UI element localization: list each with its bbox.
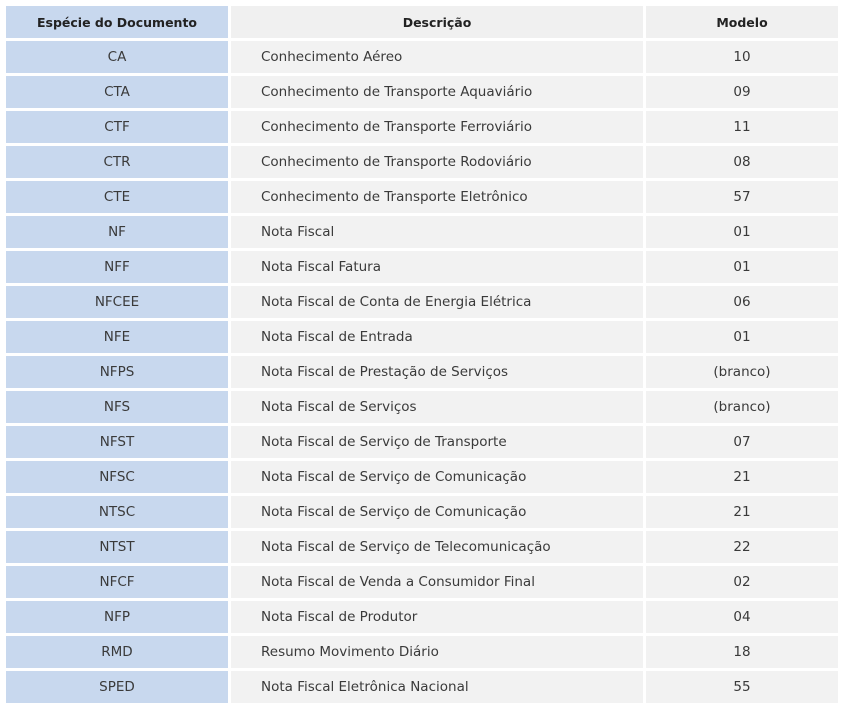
document-types-table: Espécie do Documento Descrição Modelo CA… <box>6 3 838 706</box>
description-cell: Nota Fiscal de Entrada <box>228 321 643 353</box>
table-row: CTE Conhecimento de Transporte Eletrônico… <box>6 181 838 213</box>
model-cell: 08 <box>643 146 838 178</box>
table-row: CTF Conhecimento de Transporte Ferroviári… <box>6 111 838 143</box>
description-cell: Nota Fiscal Eletrônica Nacional <box>228 671 643 703</box>
model-cell: 02 <box>643 566 838 598</box>
table-row: NFSC Nota Fiscal de Serviço de Comunicaçã… <box>6 461 838 493</box>
table-row: NFE Nota Fiscal de Entrada 01 <box>6 321 838 353</box>
model-cell: 06 <box>643 286 838 318</box>
document-type-cell: NFS <box>6 391 228 423</box>
document-type-cell: NFF <box>6 251 228 283</box>
description-cell: Conhecimento de Transporte Eletrônico <box>228 181 643 213</box>
model-cell: 11 <box>643 111 838 143</box>
document-type-cell: NFCEE <box>6 286 228 318</box>
model-cell: (branco) <box>643 391 838 423</box>
header-model: Modelo <box>643 6 838 38</box>
description-cell: Resumo Movimento Diário <box>228 636 643 668</box>
document-type-cell: RMD <box>6 636 228 668</box>
model-cell: 04 <box>643 601 838 633</box>
model-cell: 10 <box>643 41 838 73</box>
table-row: NFCEE Nota Fiscal de Conta de Energia Elé… <box>6 286 838 318</box>
table-body: CA Conhecimento Aéreo 10 CTA Conhecimento de… <box>6 41 838 703</box>
description-cell: Nota Fiscal de Serviço de Comunicação <box>228 496 643 528</box>
model-cell: 55 <box>643 671 838 703</box>
document-type-cell: CTA <box>6 76 228 108</box>
table-row: CTA Conhecimento de Transporte Aquaviário… <box>6 76 838 108</box>
table-row: NFS Nota Fiscal de Serviços (branco) <box>6 391 838 423</box>
table-row: NFP Nota Fiscal de Produtor 04 <box>6 601 838 633</box>
document-type-cell: NFPS <box>6 356 228 388</box>
table-row: CA Conhecimento Aéreo 10 <box>6 41 838 73</box>
document-type-cell: NFP <box>6 601 228 633</box>
description-cell: Nota Fiscal de Serviços <box>228 391 643 423</box>
document-type-cell: NFCF <box>6 566 228 598</box>
description-cell: Nota Fiscal de Conta de Energia Elétrica <box>228 286 643 318</box>
description-cell: Conhecimento Aéreo <box>228 41 643 73</box>
document-type-cell: NFE <box>6 321 228 353</box>
document-type-cell: NF <box>6 216 228 248</box>
document-type-cell: NFST <box>6 426 228 458</box>
header-description: Descrição <box>228 6 643 38</box>
description-cell: Nota Fiscal de Serviço de Comunicação <box>228 461 643 493</box>
model-cell: 01 <box>643 216 838 248</box>
table-row: NTSC Nota Fiscal de Serviço de Comunicaçã… <box>6 496 838 528</box>
model-cell: 09 <box>643 76 838 108</box>
table-row: CTR Conhecimento de Transporte Rodoviário… <box>6 146 838 178</box>
description-cell: Nota Fiscal de Venda a Consumidor Final <box>228 566 643 598</box>
document-type-cell: NFSC <box>6 461 228 493</box>
model-cell: 18 <box>643 636 838 668</box>
description-cell: Nota Fiscal de Serviço de Telecomunicaçã… <box>228 531 643 563</box>
description-cell: Conhecimento de Transporte Ferroviário <box>228 111 643 143</box>
table-row: NF Nota Fiscal 01 <box>6 216 838 248</box>
model-cell: 01 <box>643 321 838 353</box>
model-cell: 57 <box>643 181 838 213</box>
description-cell: Nota Fiscal Fatura <box>228 251 643 283</box>
description-cell: Nota Fiscal de Prestação de Serviços <box>228 356 643 388</box>
model-cell: 01 <box>643 251 838 283</box>
description-cell: Nota Fiscal <box>228 216 643 248</box>
description-cell: Nota Fiscal de Produtor <box>228 601 643 633</box>
table-row: NFST Nota Fiscal de Serviço de Transporte… <box>6 426 838 458</box>
table-row: SPED Nota Fiscal Eletrônica Nacional 55 <box>6 671 838 703</box>
table-row: NTST Nota Fiscal de Serviço de Telecomuni… <box>6 531 838 563</box>
document-type-cell: CA <box>6 41 228 73</box>
model-cell: 21 <box>643 496 838 528</box>
description-cell: Conhecimento de Transporte Aquaviário <box>228 76 643 108</box>
table-row: NFF Nota Fiscal Fatura 01 <box>6 251 838 283</box>
model-cell: 22 <box>643 531 838 563</box>
table-row: NFCF Nota Fiscal de Venda a Consumidor Fi… <box>6 566 838 598</box>
model-cell: (branco) <box>643 356 838 388</box>
table-row: NFPS Nota Fiscal de Prestação de Serviços… <box>6 356 838 388</box>
document-type-cell: NTSC <box>6 496 228 528</box>
model-cell: 07 <box>643 426 838 458</box>
document-type-cell: NTST <box>6 531 228 563</box>
document-type-cell: CTF <box>6 111 228 143</box>
document-type-cell: CTR <box>6 146 228 178</box>
table-header-row: Espécie do Documento Descrição Modelo <box>6 6 838 38</box>
description-cell: Nota Fiscal de Serviço de Transporte <box>228 426 643 458</box>
description-cell: Conhecimento de Transporte Rodoviário <box>228 146 643 178</box>
header-document-type: Espécie do Documento <box>6 6 228 38</box>
model-cell: 21 <box>643 461 838 493</box>
table-row: RMD Resumo Movimento Diário 18 <box>6 636 838 668</box>
document-type-cell: SPED <box>6 671 228 703</box>
document-type-cell: CTE <box>6 181 228 213</box>
